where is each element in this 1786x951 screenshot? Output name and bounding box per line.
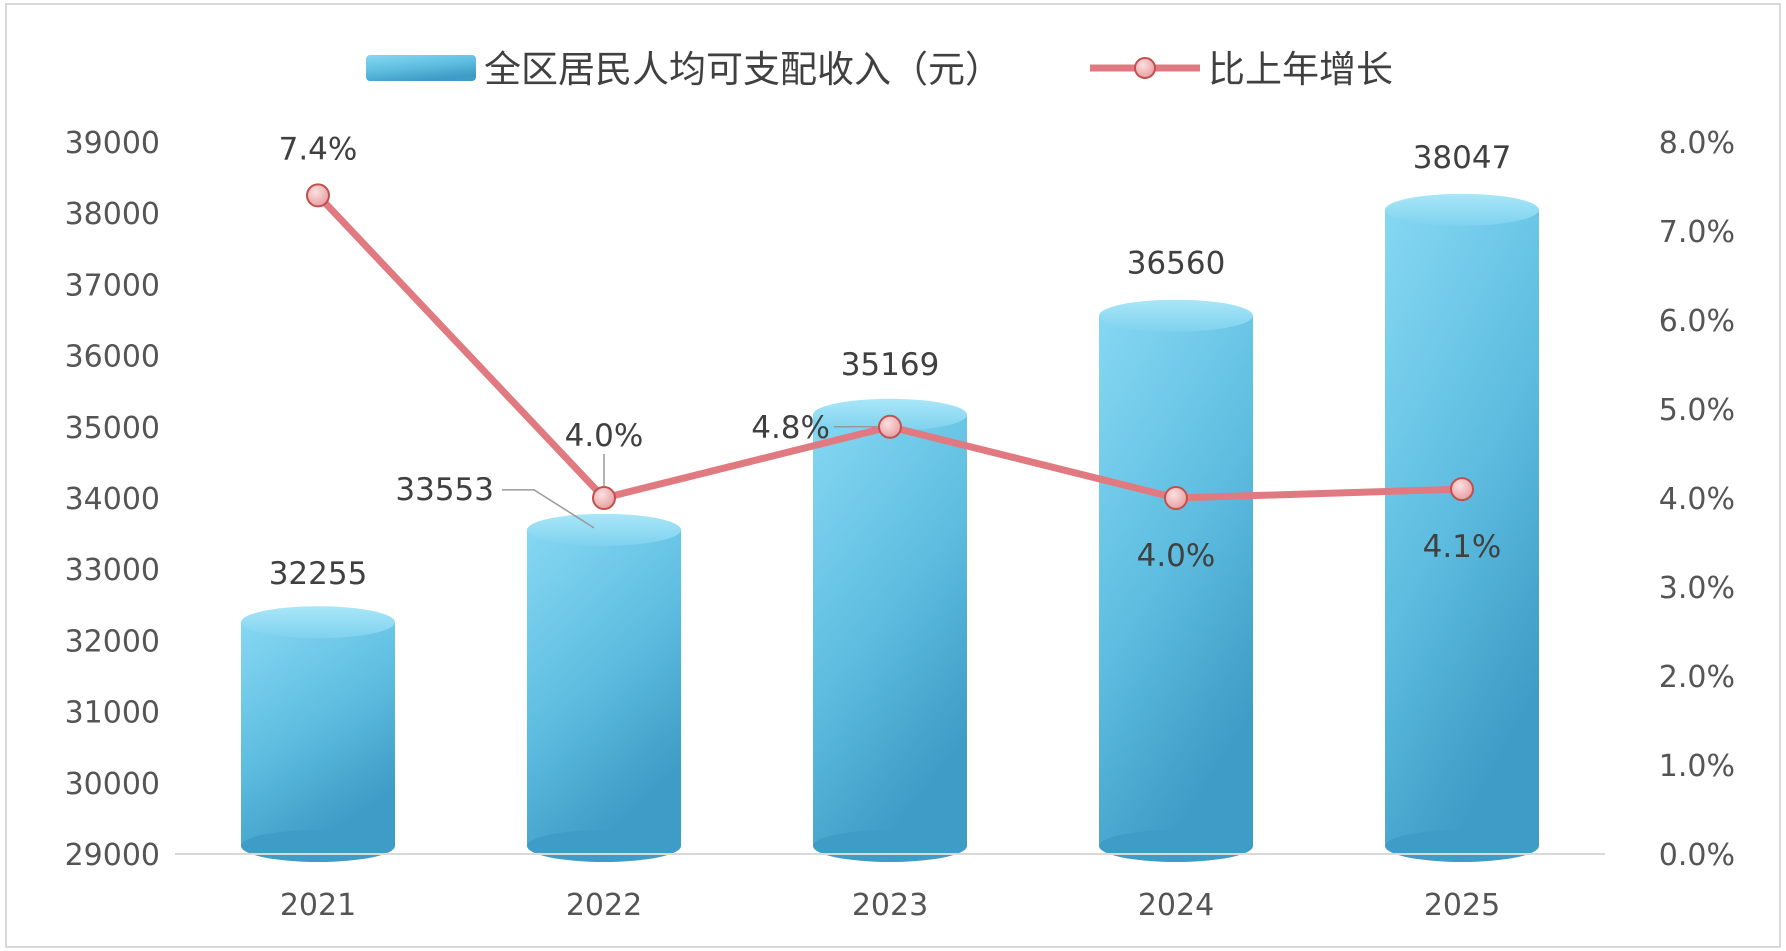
bar-series	[241, 193, 1539, 862]
left-axis-tick-label: 32000	[65, 624, 160, 659]
legend-line-marker	[1134, 57, 1156, 79]
right-axis-tick-label: 6.0%	[1659, 304, 1735, 339]
category-label: 2022	[566, 888, 642, 923]
growth-marker	[1164, 486, 1188, 510]
bar-top	[241, 606, 395, 639]
left-axis-tick-label: 37000	[65, 268, 160, 303]
bar-data-label: 35169	[841, 347, 940, 383]
category-label: 2023	[852, 888, 928, 923]
bar-body	[1099, 315, 1253, 846]
legend-label-growth: 比上年增长	[1208, 48, 1393, 91]
left-axis-tick-label: 29000	[65, 838, 160, 873]
bar-data-label: 32255	[269, 556, 368, 592]
bar	[813, 398, 967, 862]
right-axis-tick-label: 4.0%	[1659, 482, 1735, 517]
growth-marker	[592, 486, 616, 510]
legend-bar-swatch	[366, 55, 476, 81]
left-axis-tick-label: 33000	[65, 553, 160, 588]
bar-data-label: 36560	[1127, 246, 1226, 282]
bar-base	[241, 830, 395, 862]
bar-body	[813, 414, 967, 846]
left-axis-tick-label: 35000	[65, 411, 160, 446]
right-axis-tick-label: 2.0%	[1659, 660, 1735, 695]
bar-label-leader	[502, 489, 595, 529]
right-axis-tick-label: 1.0%	[1659, 749, 1735, 784]
line-data-label: 4.0%	[1137, 538, 1216, 574]
legend: 全区居民人均可支配收入（元） 比上年增长	[366, 48, 1393, 91]
category-label: 2021	[280, 888, 356, 923]
bar-base	[813, 830, 967, 862]
bar-base	[1099, 830, 1253, 862]
bar-body	[527, 529, 681, 846]
bar-top	[1099, 299, 1253, 332]
left-axis-tick-label: 30000	[65, 767, 160, 802]
bar-top	[1385, 193, 1539, 226]
bar-top	[527, 513, 681, 546]
left-axis-ticks: 29000 30000 31000 32000 33000 34000 35000 36000…	[65, 126, 160, 873]
bar	[241, 606, 395, 862]
left-axis-tick-label: 39000	[65, 126, 160, 161]
growth-marker	[306, 183, 330, 208]
bar-base	[1385, 830, 1539, 862]
right-axis-tick-label: 5.0%	[1659, 393, 1735, 428]
growth-marker	[878, 414, 902, 439]
bar	[1385, 193, 1539, 862]
left-axis-tick-label: 34000	[65, 482, 160, 517]
bar-top	[813, 398, 967, 431]
growth-marker	[1450, 477, 1474, 502]
left-axis-tick-label: 38000	[65, 197, 160, 232]
bar	[527, 513, 681, 862]
left-axis-tick-label: 36000	[65, 340, 160, 375]
line-data-labels: 7.4% 4.0% 4.8% 4.0% 4.1%	[279, 131, 1502, 574]
line-series	[306, 183, 1474, 510]
line-data-label: 4.0%	[565, 418, 644, 454]
right-axis-tick-label: 3.0%	[1659, 571, 1735, 606]
legend-label-income: 全区居民人均可支配收入（元）	[484, 48, 1002, 91]
left-axis-tick-label: 31000	[65, 696, 160, 731]
category-label: 2024	[1138, 888, 1214, 923]
right-axis-ticks: 0.0% 1.0% 2.0% 3.0% 4.0% 5.0% 6.0% 7.0% 8.0%	[1659, 126, 1735, 873]
right-axis-tick-label: 0.0%	[1659, 838, 1735, 873]
bar-data-labels: 32255 33553 35169 36560 38047	[269, 140, 1512, 592]
right-axis-tick-label: 8.0%	[1659, 126, 1735, 161]
line-data-label: 4.8%	[751, 410, 830, 446]
bar-body	[241, 622, 395, 846]
bar	[1099, 299, 1253, 862]
bar-base	[527, 830, 681, 862]
bar-data-label: 33553	[395, 472, 494, 508]
right-axis-tick-label: 7.0%	[1659, 215, 1735, 250]
category-labels: 2021 2022 2023 2024 2025	[280, 888, 1500, 923]
bar-body	[1385, 209, 1539, 846]
line-data-label: 7.4%	[279, 131, 358, 167]
bar-data-label: 38047	[1413, 140, 1512, 176]
category-label: 2025	[1424, 888, 1500, 923]
line-data-label: 4.1%	[1423, 529, 1502, 565]
